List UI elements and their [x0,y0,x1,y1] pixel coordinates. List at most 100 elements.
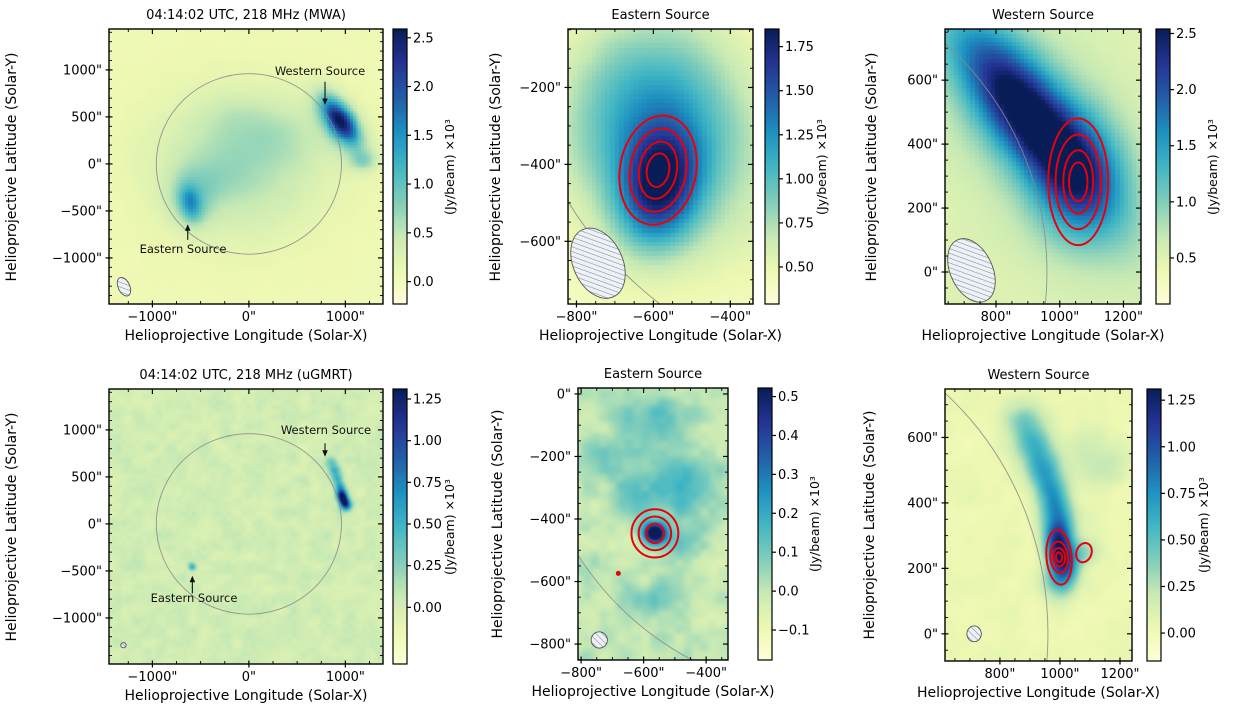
panel-overlay-3 [120,433,342,649]
radio-contour [644,522,665,545]
y-tick-label: 1000" [63,423,102,438]
solar-limb-circle [155,73,342,255]
panel-overlay-1 [568,114,698,304]
y-tick-label: 0" [924,266,938,281]
colorbar-canvas-5 [1147,389,1161,661]
colorbar-tick-label: 1.5 [1176,139,1197,154]
colorbar-tick-label: 1.25 [1167,394,1196,409]
y-tick-label: −200" [529,450,571,465]
x-tick-label: 800" [981,310,1012,325]
y-tick-label: −500" [60,204,102,219]
axes-5: 800" 1000" 1200" 600" 400" 200" 0" 1.25 1.00 0.75… [907,388,1196,682]
x-tick-label: −600" [623,666,665,681]
colorbar-tick-label: 1.0 [413,178,434,193]
colorbar-tick-label: 0.5 [413,226,434,241]
axes-2: 800" 1000" 1200" 600" 400" 200" 0" 2.5 2.0 1.5 1.0… [907,27,1196,325]
colorbar-tick-label: 0.75 [413,476,442,491]
colorbar-tick-label: 0.50 [785,260,814,275]
annotation-label: Eastern Source [140,242,227,256]
colorbar-tick-label: 1.50 [785,84,814,99]
colorbar-tick-label: 1.75 [785,40,814,55]
colorbar-tick-label: 1.00 [413,434,442,449]
x-tick-label: 1200" [1100,667,1139,682]
solar-limb-circle [945,392,1049,661]
colorbar-tick-label: 0.3 [778,468,799,483]
colorbar-label-3: (Jy/beam) ×10³ [442,478,457,575]
radio-contour-dot [615,570,621,576]
y-tick-label: −200" [519,81,561,96]
colorbar-tick-label: −0.1 [778,624,810,639]
radio-contour [1055,551,1064,564]
radio-contour-secondary [1075,542,1093,564]
colorbar-tick-label: 1.5 [413,129,434,144]
annotation-label: Western Source [275,64,365,78]
beam-ellipse [966,625,982,643]
x-tick-label: −800" [556,310,598,325]
radio-contour [630,508,680,559]
panel-title-mwa-western: Western Source [991,8,1095,23]
panel-title-ugmrt-western: Western Source [987,368,1090,383]
beam-ellipse [116,276,132,297]
panel-overlay-0 [116,73,342,297]
colorbar-tick-label: 1.25 [785,128,814,143]
x-tick-label: 1000" [326,670,365,685]
y-tick-label: 600" [907,74,938,89]
colorbar-tick-label: 1.00 [1167,440,1196,455]
solar-limb-circle [945,42,1048,304]
y-tick-label: −1000" [52,251,102,266]
panel-title-mwa-eastern: Eastern Source [611,8,710,23]
y-tick-label: 0" [88,157,102,172]
colorbar-canvas-3 [393,389,407,664]
solar-limb-circle [155,433,342,615]
y-tick-label: 1000" [63,63,102,78]
y-tick-label: −500" [60,564,102,579]
beam-ellipse [590,631,608,649]
y-tick-label: −400" [519,158,561,173]
panel-title-ugmrt-eastern: Eastern Source [603,367,703,382]
x-tick-label: −1000" [127,670,177,685]
panel-title-ugmrt-full: 04:14:02 UTC, 218 MHz (uGMRT) [139,368,353,383]
y-tick-label: 0" [557,387,571,402]
y-tick-label: 500" [71,110,102,125]
colorbar-tick-label: 2.5 [1176,27,1197,42]
radio-contour [618,114,698,226]
colorbar-tick-label: 1.00 [785,172,814,187]
y-tick-label: 400" [907,138,938,153]
x-tick-label: 1200" [1104,310,1143,325]
y-axis-label-2: Helioprojective Latitude (Solar-Y) [864,51,880,282]
annotation-label: Western Source [281,423,371,437]
x-axis-label-0: Helioprojective Longitude (Solar-X) [124,328,368,344]
colorbar-label-5: (Jy/beam) ×10³ [1196,477,1211,573]
y-tick-label: 200" [907,562,938,577]
annotation-arrowhead [189,575,196,583]
x-tick-label: −800" [560,666,602,681]
heatmap-canvas-ugmrt-western [945,389,1132,661]
colorbar-canvas-1 [765,29,779,304]
colorbar-tick-label: 0.2 [778,507,799,522]
colorbar-tick-label: 0.25 [1167,580,1196,595]
colorbar-tick-label: 2.0 [1176,83,1197,98]
y-tick-label: 500" [71,470,102,485]
y-tick-label: 0" [924,627,938,642]
y-axis-label-0: Helioprojective Latitude (Solar-Y) [4,51,20,282]
y-tick-label: 600" [907,431,938,446]
y-tick-label: 200" [907,202,938,217]
colorbar-label-4: (Jy/beam) ×10³ [807,476,822,572]
colorbar-tick-label: 0.25 [413,559,442,574]
x-tick-label: 1000" [1040,667,1079,682]
radio-contour [1054,133,1102,231]
axes-1: −800" −600" −400" −200" −400" −600" 1.75 1.50 1.… [519,28,814,325]
x-tick-label: −400" [709,310,751,325]
colorbar-tick-label: 0.75 [785,216,814,231]
heatmap-canvas-mwa-full [109,29,383,304]
y-tick-label: −800" [529,638,571,653]
y-tick-label: −1000" [52,611,102,626]
radio-contour [628,127,688,213]
x-axis-label-5: Helioprojective Longitude (Solar-X) [916,685,1161,701]
y-tick-label: −600" [519,235,561,250]
colorbar-tick-label: 0.00 [1167,627,1196,642]
x-tick-label: 800" [985,667,1016,682]
colorbar-tick-label: 0.50 [413,518,442,533]
